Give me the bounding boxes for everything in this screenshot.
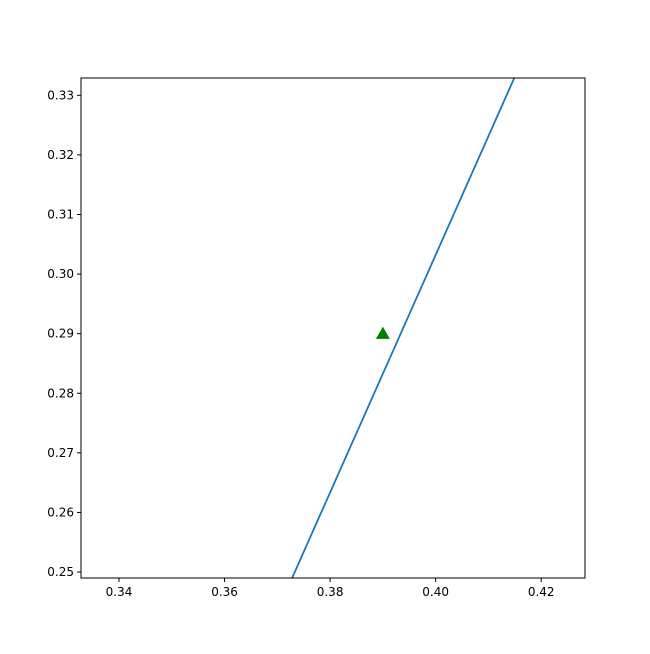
x-tick-label: 0.36 (211, 585, 238, 599)
series-line-0 (291, 78, 516, 578)
y-tick-label: 0.32 (47, 148, 74, 162)
y-tick-label: 0.30 (47, 267, 74, 281)
y-tick-label: 0.26 (47, 505, 74, 519)
plot-markers (375, 326, 390, 339)
y-tick-label: 0.25 (47, 565, 74, 579)
y-tick-label: 0.31 (47, 207, 74, 221)
y-axis: 0.25 0.26 0.27 0.28 0.29 0.30 0.31 0.32 0.33 (47, 88, 81, 579)
y-tick-label: 0.29 (47, 327, 74, 341)
y-tick-label: 0.27 (47, 446, 74, 460)
plot-lines (291, 78, 516, 578)
x-axis: 0.34 0.36 0.38 0.40 0.42 (106, 578, 555, 599)
x-tick-label: 0.34 (106, 585, 133, 599)
x-tick-label: 0.42 (528, 585, 555, 599)
y-tick-label: 0.33 (47, 88, 74, 102)
y-tick-label: 0.28 (47, 386, 74, 400)
x-tick-label: 0.40 (422, 585, 449, 599)
triangle-marker (375, 326, 390, 339)
x-tick-label: 0.38 (317, 585, 344, 599)
axes-frame (80, 77, 586, 579)
